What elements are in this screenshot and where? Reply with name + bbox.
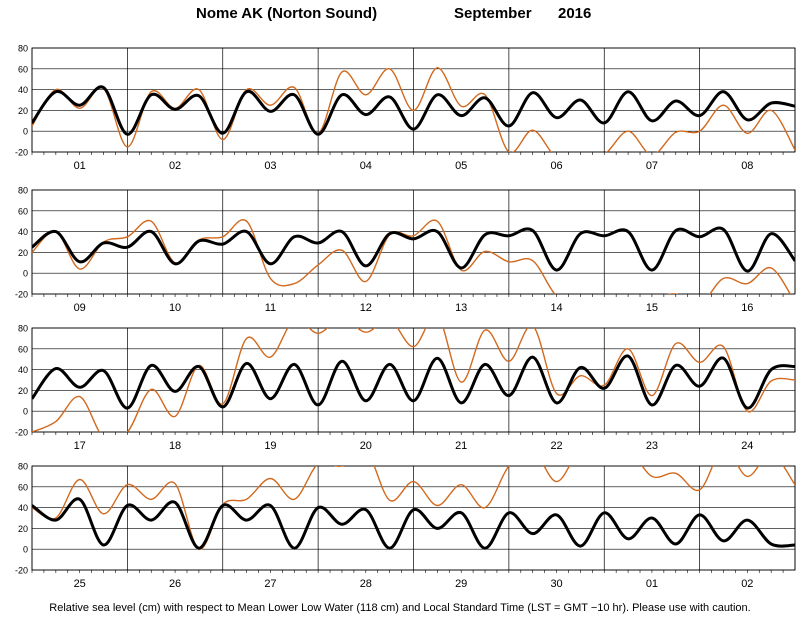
y-tick-label: 20	[18, 524, 28, 534]
y-tick-label: -20	[15, 566, 28, 576]
day-label: 24	[741, 440, 753, 452]
tide-panel-2: -20 0 20 40 60 80 09 10 11 12 13 14 15 16	[15, 186, 796, 314]
y-tick-label: 0	[23, 127, 28, 137]
tide-panel-4: -20 0 20 40 60 80 25 26 27 28 29 30 01 02	[15, 462, 796, 590]
panel-frame	[31, 189, 796, 295]
day-label: 28	[360, 578, 372, 590]
day-label: 21	[455, 440, 467, 452]
day-label: 22	[550, 440, 562, 452]
y-tick-label: 0	[23, 407, 28, 417]
day-label: 29	[455, 578, 467, 590]
day-label: 27	[264, 578, 276, 590]
y-tick-label: 40	[18, 85, 28, 95]
day-label: 03	[264, 160, 276, 172]
day-label: 04	[360, 160, 372, 172]
observed-series-line	[32, 466, 795, 550]
day-label: 09	[74, 302, 86, 314]
title-year: 2016	[558, 5, 592, 22]
day-label: 06	[550, 160, 562, 172]
tide-panel-3: -20 0 20 40 60 80 17 18 19 20 21 22 23 24	[15, 324, 796, 452]
y-tick-label: 0	[23, 545, 28, 555]
day-label: 20	[360, 440, 372, 452]
footer-note: Relative sea level (cm) with respect to …	[49, 602, 751, 614]
day-label: 30	[550, 578, 562, 590]
observed-series-line	[32, 219, 791, 294]
observed-series-line	[32, 328, 795, 432]
y-tick-label: 80	[18, 324, 28, 334]
day-label: 26	[169, 578, 181, 590]
y-tick-label: 80	[18, 186, 28, 196]
day-label: 19	[264, 440, 276, 452]
y-tick-label: 60	[18, 206, 28, 216]
predicted-series-line	[32, 354, 795, 410]
day-label: 15	[646, 302, 658, 314]
predicted-series-line	[32, 497, 795, 550]
day-label: 01	[646, 578, 658, 590]
y-tick-label: 40	[18, 503, 28, 513]
y-tick-label: -20	[15, 290, 28, 300]
y-tick-label: 20	[18, 106, 28, 116]
y-tick-label: 40	[18, 365, 28, 375]
day-label: 17	[74, 440, 86, 452]
day-label: 08	[741, 160, 753, 172]
observed-series-line	[32, 67, 795, 152]
y-tick-label: 20	[18, 386, 28, 396]
title-month: September	[454, 5, 532, 22]
y-tick-label: -20	[15, 428, 28, 438]
y-tick-label: 60	[18, 344, 28, 354]
y-tick-label: 60	[18, 64, 28, 74]
day-label: 13	[455, 302, 467, 314]
predicted-series-line	[32, 226, 795, 273]
day-label: 02	[169, 160, 181, 172]
predicted-series-line	[32, 85, 795, 136]
y-tick-label: 20	[18, 248, 28, 258]
day-label: 01	[74, 160, 86, 172]
day-label: 02	[741, 578, 753, 590]
day-label: 25	[74, 578, 86, 590]
y-tick-label: 80	[18, 44, 28, 54]
day-label: 10	[169, 302, 181, 314]
panel-frame	[31, 465, 796, 571]
day-label: 14	[550, 302, 562, 314]
day-label: 18	[169, 440, 181, 452]
title-location: Nome AK (Norton Sound)	[196, 5, 378, 22]
y-tick-label: 0	[23, 269, 28, 279]
y-tick-label: 40	[18, 227, 28, 237]
y-tick-label: 60	[18, 482, 28, 492]
day-label: 23	[646, 440, 658, 452]
panel-frame	[31, 47, 796, 153]
day-label: 07	[646, 160, 658, 172]
day-label: 16	[741, 302, 753, 314]
y-tick-label: 80	[18, 462, 28, 472]
day-label: 12	[360, 302, 372, 314]
chart-title: Nome AK (Norton Sound) September 2016	[0, 5, 800, 27]
day-label: 05	[455, 160, 467, 172]
day-label: 11	[265, 302, 276, 314]
tide-panel-1: -20 0 20 40 60 80 01 02 03 04 05 06 07 08	[15, 44, 796, 172]
y-tick-label: -20	[15, 148, 28, 158]
